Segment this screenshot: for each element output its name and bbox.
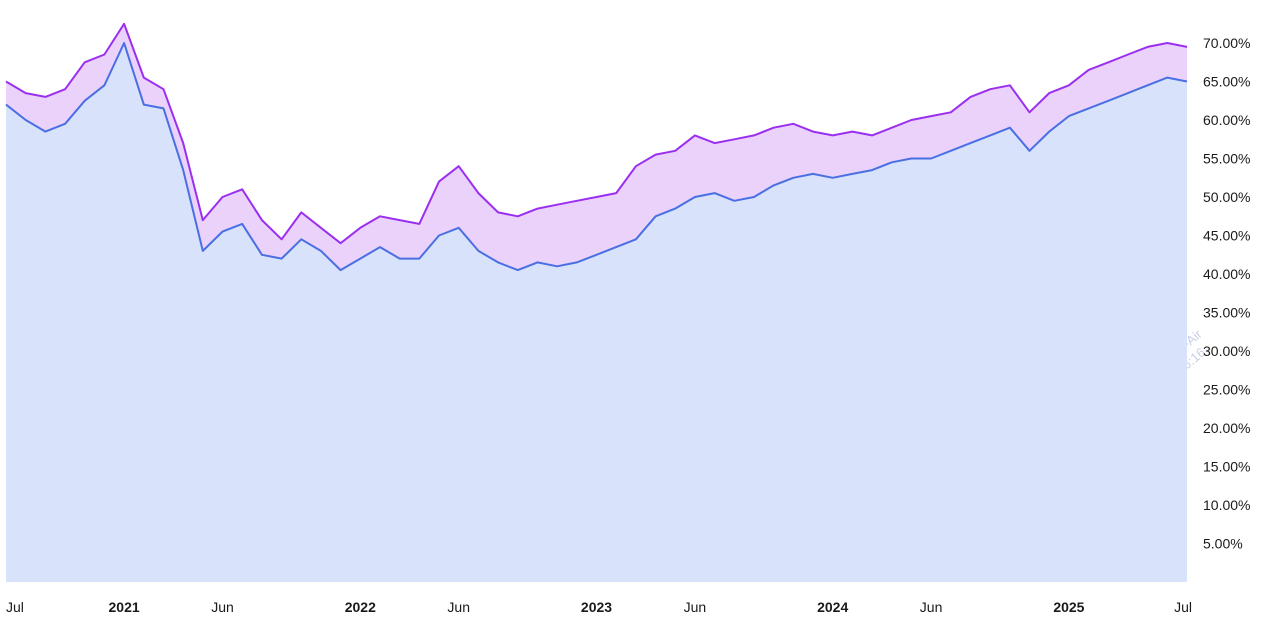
lower-area (6, 43, 1187, 582)
y-tick-label: 10.00% (1203, 497, 1250, 513)
y-tick-label: 60.00% (1203, 112, 1250, 128)
y-tick-label: 40.00% (1203, 266, 1250, 282)
area-layer (6, 23, 1187, 582)
x-tick-label: 2021 (109, 599, 140, 615)
y-axis: 5.00% 10.00% 15.00% 20.00% 25.00% 30.00% 35.00… (1203, 35, 1250, 552)
y-tick-label: 5.00% (1203, 536, 1243, 552)
x-tick-label: 2024 (817, 599, 848, 615)
y-tick-label: 45.00% (1203, 228, 1250, 244)
y-tick-label: 15.00% (1203, 459, 1250, 475)
x-axis: Jul 2021 Jun 2022 Jun 2023 Jun 2024 Jun 2025 Jul (6, 599, 1192, 615)
x-tick-label: 2025 (1053, 599, 1084, 615)
y-tick-label: 35.00% (1203, 305, 1250, 321)
x-tick-label: 2023 (581, 599, 612, 615)
upper-band-area (6, 23, 1187, 271)
x-tick-label: 2022 (345, 599, 376, 615)
y-tick-label: 25.00% (1203, 382, 1250, 398)
x-tick-label: Jul (6, 599, 24, 615)
y-tick-label: 30.00% (1203, 343, 1250, 359)
x-tick-label: Jun (447, 599, 470, 615)
lower-series-line (5, 42, 1188, 272)
x-tick-label: Jun (211, 599, 234, 615)
y-tick-label: 20.00% (1203, 420, 1250, 436)
upper-series-line (5, 22, 1188, 245)
x-tick-label: Jun (684, 599, 707, 615)
y-tick-label: 70.00% (1203, 35, 1250, 51)
x-tick-label: Jun (920, 599, 943, 615)
y-tick-label: 50.00% (1203, 189, 1250, 205)
y-tick-label: 65.00% (1203, 74, 1250, 90)
y-tick-label: 55.00% (1203, 151, 1250, 167)
line-layer (5, 22, 1188, 272)
x-tick-label: Jul (1174, 599, 1192, 615)
